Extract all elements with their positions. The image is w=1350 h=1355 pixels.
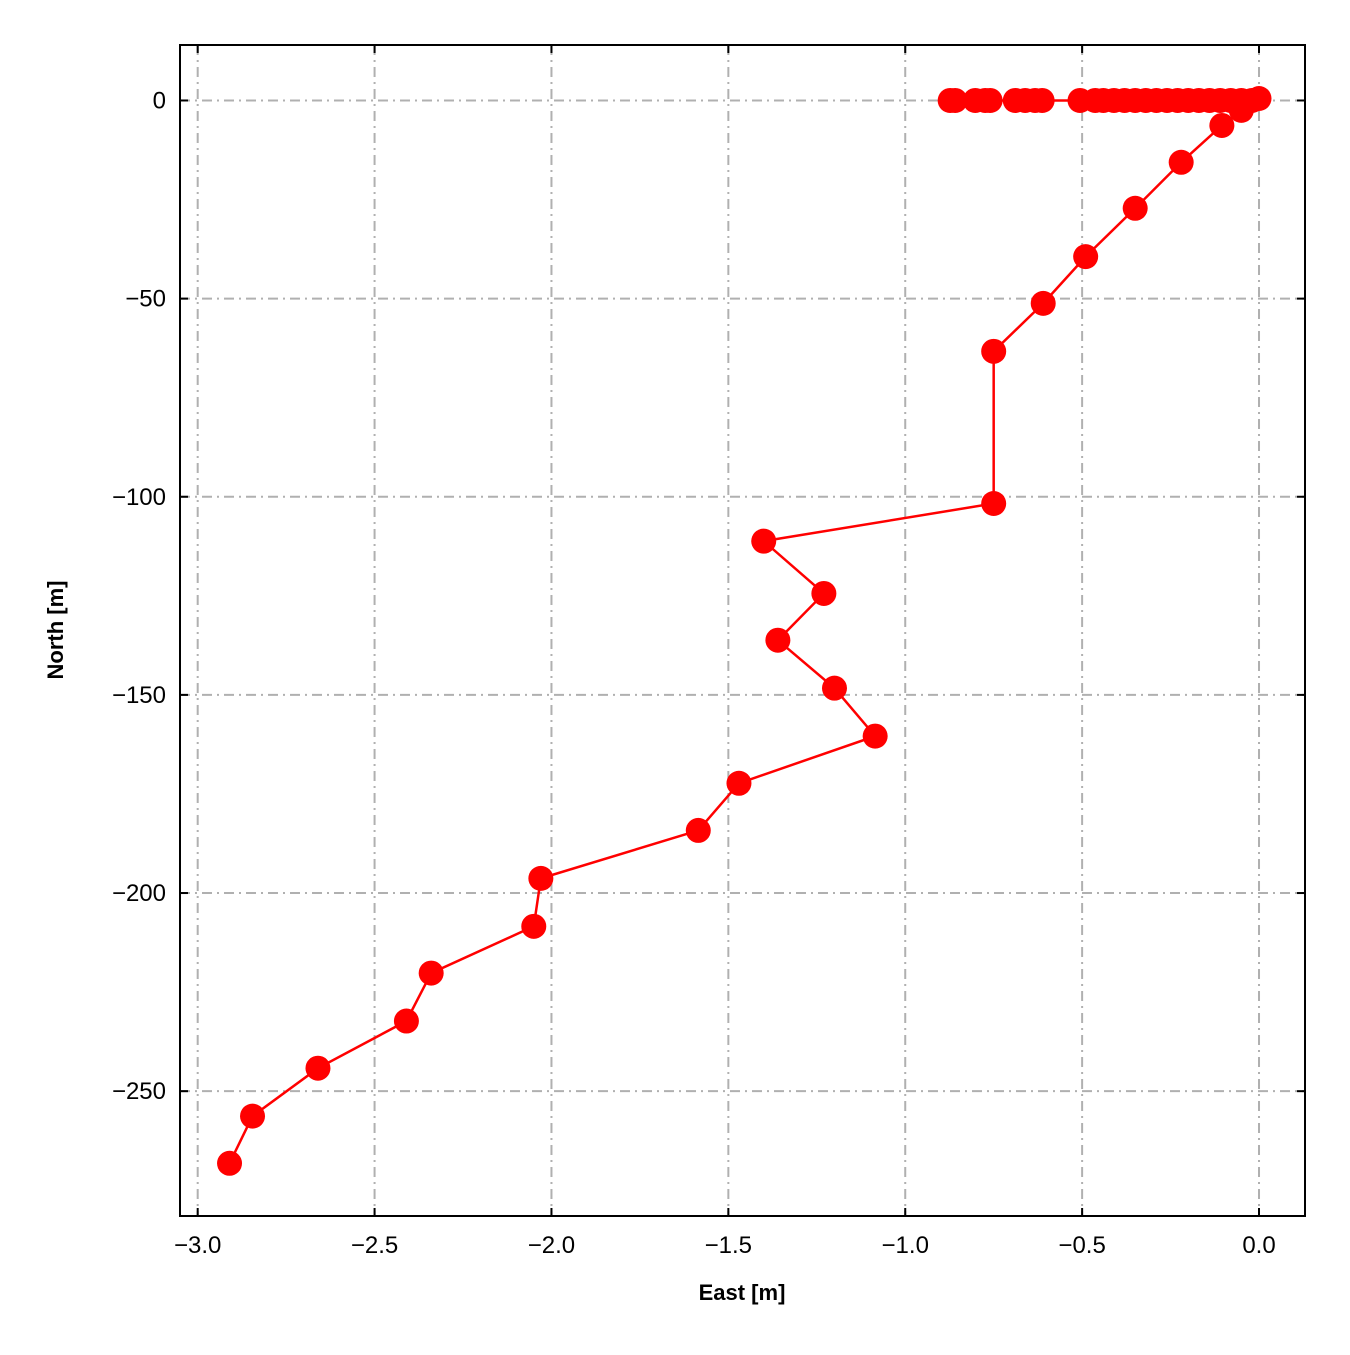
data-point	[1209, 112, 1235, 138]
series-line	[228, 97, 1260, 1164]
x-tick-label: 0.0	[1242, 1232, 1275, 1259]
data-point	[1029, 87, 1055, 113]
y-tick-label: −150	[112, 682, 166, 709]
data-point	[1228, 97, 1254, 123]
data-point	[685, 817, 711, 843]
x-tick-label: −1.5	[705, 1232, 752, 1259]
x-tick-label: −0.5	[1058, 1232, 1105, 1259]
x-axis: −3.0 −2.5 −2.0 −1.5 −1.0 −0.5 0.0	[174, 45, 1276, 1259]
data-point	[217, 1150, 243, 1176]
data-point	[981, 338, 1007, 364]
y-tick-label: 0	[153, 87, 166, 114]
series	[217, 85, 1272, 1176]
data-point	[977, 87, 1003, 113]
x-tick-label: −3.0	[174, 1232, 221, 1259]
data-point	[1246, 85, 1272, 111]
data-point	[862, 723, 888, 749]
data-point	[1073, 244, 1099, 270]
data-point	[240, 1103, 266, 1129]
y-axis: 0 −50 −100 −150 −200 −250	[112, 87, 1305, 1105]
data-point	[418, 960, 444, 986]
data-point	[521, 913, 547, 939]
y-tick-label: −250	[112, 1078, 166, 1105]
x-tick-label: −1.0	[882, 1232, 929, 1259]
plot-frame	[179, 44, 1306, 1217]
y-axis-label: North [m]	[43, 581, 68, 680]
data-point	[393, 1008, 419, 1034]
grid	[180, 45, 1305, 1216]
data-point	[1030, 290, 1056, 316]
data-point	[751, 528, 777, 554]
data-point	[1168, 149, 1194, 175]
data-point	[305, 1055, 331, 1081]
data-point	[942, 87, 968, 113]
data-point	[1122, 195, 1148, 221]
y-tick-label: −50	[125, 286, 166, 313]
x-tick-label: −2.5	[351, 1232, 398, 1259]
data-point	[765, 627, 791, 653]
y-tick-label: −200	[112, 880, 166, 907]
data-point	[528, 865, 554, 891]
data-point	[821, 675, 847, 701]
data-point	[981, 490, 1007, 516]
data-point	[811, 580, 837, 606]
data-point	[726, 770, 752, 796]
x-axis-label: East [m]	[699, 1280, 786, 1305]
x-tick-label: −2.0	[528, 1232, 575, 1259]
y-tick-label: −100	[112, 484, 166, 511]
